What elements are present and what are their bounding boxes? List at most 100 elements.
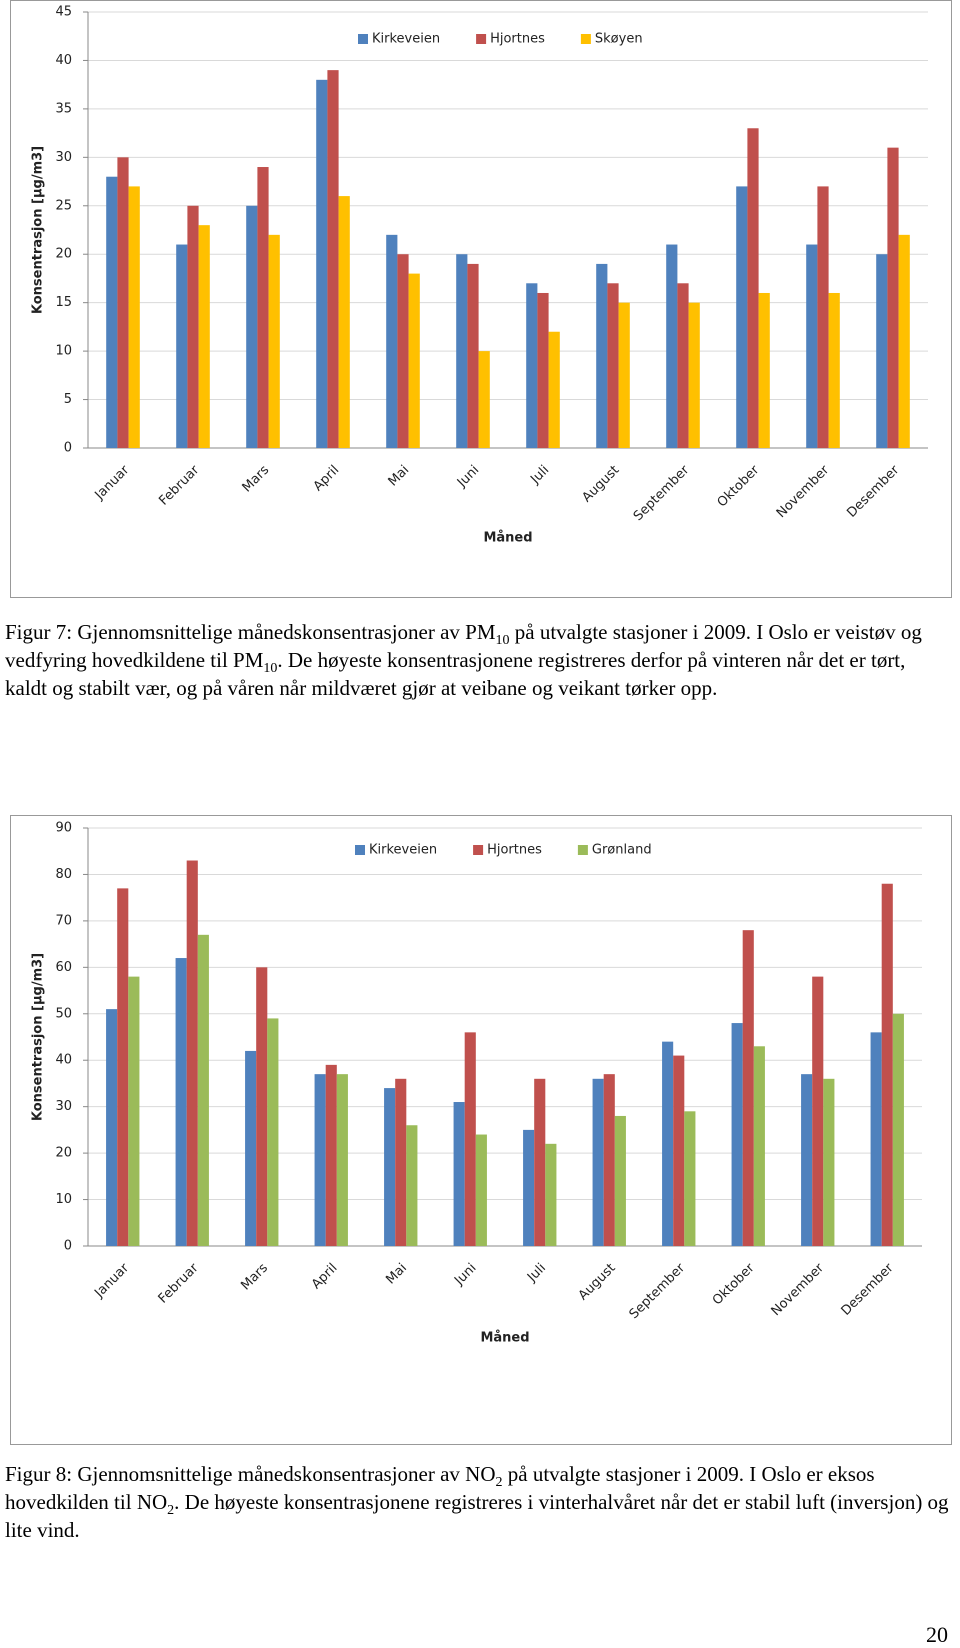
legend-swatch: [358, 34, 368, 44]
bar: [246, 205, 258, 448]
x-tick-label: Februar: [156, 462, 202, 508]
y-axis-title: Konsentrasjon [µg/m3]: [31, 953, 46, 1121]
chart-frame: [10, 815, 952, 1445]
legend-swatch: [355, 845, 365, 855]
y-tick-label: 20: [55, 247, 72, 262]
y-tick-label: 0: [64, 1239, 72, 1254]
x-tick-label: April: [309, 1261, 341, 1293]
x-tick-label: Oktober: [710, 1260, 758, 1308]
bar: [386, 234, 398, 448]
bar: [828, 292, 840, 448]
bar: [106, 176, 118, 448]
bar: [731, 1023, 743, 1246]
legend-swatch: [473, 845, 484, 855]
caption-text: på utvalgte stasjoner i 2009. I Oslo er …: [5, 1462, 875, 1514]
caption-text: . De høyeste konsentrasjonene registrere…: [5, 648, 906, 700]
bar: [592, 1078, 604, 1246]
bar: [662, 1041, 674, 1246]
bar: [817, 186, 829, 448]
y-tick-label: 10: [55, 344, 72, 359]
bar: [596, 263, 608, 448]
x-tick-label: Mai: [383, 1261, 410, 1288]
legend-label: Hjortnes: [487, 843, 542, 858]
bar: [456, 254, 468, 448]
x-tick-label: Desember: [839, 1260, 897, 1318]
subscript: 2: [495, 1475, 503, 1491]
bar: [186, 860, 198, 1246]
bar: [526, 283, 538, 448]
bar: [338, 196, 350, 448]
y-tick-label: 0: [64, 441, 72, 456]
legend-swatch: [577, 845, 588, 855]
y-tick-label: 30: [55, 1099, 72, 1114]
x-tick-label: September: [631, 462, 693, 524]
x-tick-label: August: [576, 1261, 619, 1304]
x-tick-label: September: [627, 1260, 689, 1322]
x-tick-label: Januar: [92, 462, 133, 503]
y-tick-label: 40: [55, 1053, 72, 1068]
bar: [876, 254, 888, 448]
x-tick-label: Februar: [156, 1260, 202, 1306]
subscript: 10: [495, 633, 510, 649]
bar: [823, 1078, 835, 1246]
x-axis-title: Måned: [480, 1331, 529, 1346]
y-tick-label: 5: [64, 392, 72, 407]
bar: [677, 283, 689, 448]
y-tick-label: 20: [55, 1146, 72, 1161]
bar: [316, 79, 328, 449]
chart-frame: [10, 0, 952, 598]
bar: [801, 1074, 813, 1246]
bar: [467, 263, 479, 448]
bar: [870, 1032, 882, 1246]
bar: [673, 1055, 685, 1246]
page-number: 20: [926, 1622, 948, 1647]
bar: [128, 976, 140, 1246]
y-tick-label: 10: [55, 1192, 72, 1207]
y-tick-label: 25: [55, 198, 72, 213]
caption-text: Figur 7: Gjennomsnittelige månedskonsent…: [5, 620, 496, 644]
bar: [397, 254, 409, 448]
caption-text: på utvalgte stasjoner i 2009. I Oslo er …: [5, 620, 922, 672]
bar: [684, 1111, 696, 1246]
bar: [257, 167, 269, 448]
bar: [881, 883, 893, 1246]
y-tick-label: 60: [55, 960, 72, 975]
bar: [475, 1134, 487, 1246]
bar: [197, 934, 209, 1246]
bar: [887, 147, 899, 448]
x-tick-label: November: [769, 1260, 828, 1319]
y-axis-title: Konsentrasjon [µg/m3]: [31, 146, 46, 314]
bar: [464, 1032, 476, 1246]
bar: [736, 186, 748, 448]
bar: [406, 1125, 418, 1246]
bar: [548, 331, 560, 448]
legend-swatch: [580, 34, 591, 44]
bar: [478, 351, 490, 448]
bar: [268, 234, 280, 448]
y-tick-label: 80: [55, 867, 72, 882]
bar: [603, 1074, 615, 1246]
bar: [666, 244, 678, 448]
caption-text: Figur 8: Gjennomsnittelige månedskonsent…: [5, 1462, 496, 1486]
x-tick-label: Juni: [454, 463, 482, 491]
x-tick-label: Mars: [238, 1261, 271, 1294]
bar: [898, 234, 910, 448]
y-tick-label: 35: [55, 101, 72, 116]
x-tick-label: Januar: [91, 1260, 132, 1301]
bar: [267, 1018, 279, 1246]
bar: [336, 1074, 348, 1246]
figure-caption: Figur 8: Gjennomsnittelige månedskonsent…: [5, 1460, 950, 1544]
bar: [618, 302, 630, 448]
bar: [314, 1074, 326, 1246]
y-tick-label: 40: [55, 53, 72, 68]
subscript: 2: [167, 1503, 175, 1519]
bar: [688, 302, 700, 448]
bar: [753, 1046, 765, 1246]
x-tick-label: April: [311, 463, 343, 495]
bar: [198, 225, 210, 448]
bar: [742, 930, 754, 1246]
legend-label: Skøyen: [595, 32, 643, 47]
bar: [534, 1078, 546, 1246]
bar: [395, 1078, 407, 1246]
